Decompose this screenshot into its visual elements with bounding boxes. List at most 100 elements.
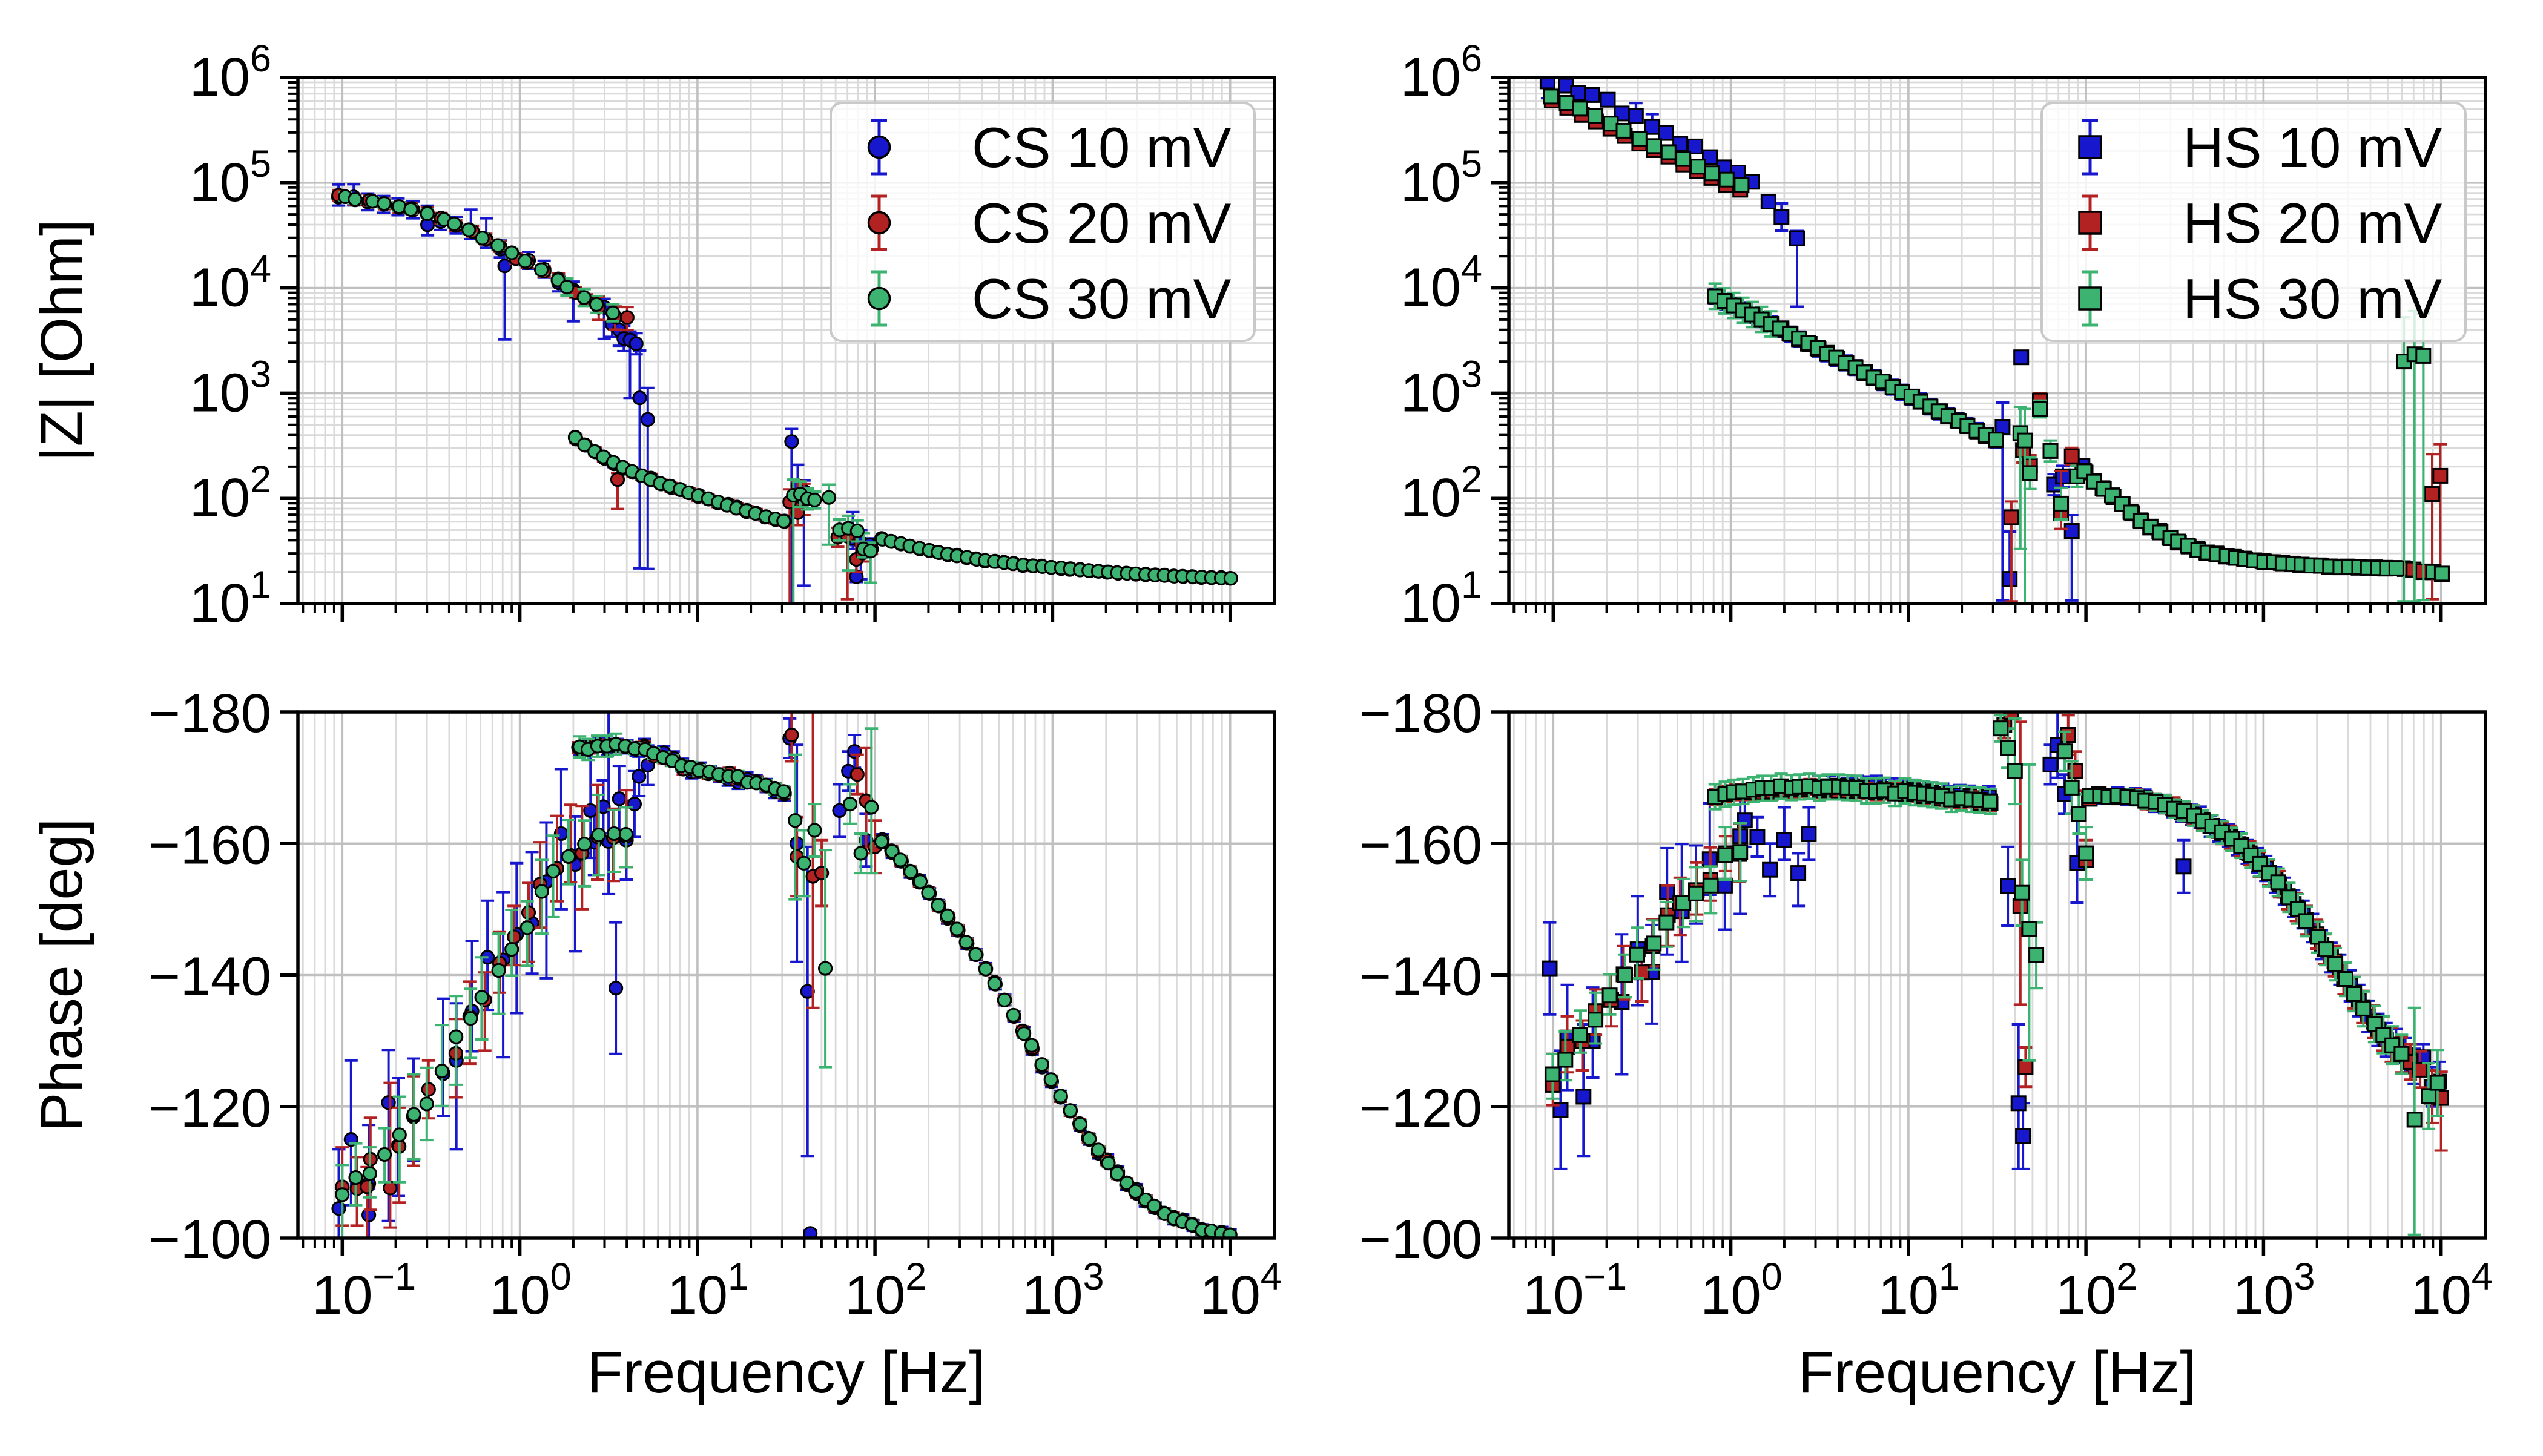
ytick-label-exponent: 2 bbox=[1461, 458, 1482, 501]
data-point bbox=[2175, 858, 2192, 875]
ytick-label-base: 10 bbox=[1400, 468, 1461, 529]
legend-entry: HS 10 mV bbox=[2078, 116, 2442, 179]
data-point bbox=[533, 262, 549, 277]
data-point bbox=[818, 961, 833, 976]
xaxis-label-cs-phase: Frequency [Hz] bbox=[587, 1339, 986, 1405]
data-point bbox=[903, 864, 919, 880]
data-point bbox=[796, 855, 811, 871]
data-point bbox=[406, 1107, 421, 1122]
data-point bbox=[1053, 1089, 1068, 1104]
data-point bbox=[832, 803, 847, 819]
data-point bbox=[1034, 1057, 1049, 1072]
data-point bbox=[2000, 878, 2016, 894]
data-point bbox=[463, 1011, 478, 1026]
data-point bbox=[2412, 1061, 2429, 1078]
data-point bbox=[421, 1082, 436, 1097]
data-point bbox=[2007, 763, 2023, 779]
data-point bbox=[521, 905, 536, 920]
ytick-label-base: 10 bbox=[1400, 153, 1461, 213]
data-point bbox=[2415, 348, 2432, 364]
data-point bbox=[1732, 844, 1749, 860]
ytick-label: 103 bbox=[190, 353, 271, 423]
data-point bbox=[2022, 465, 2038, 481]
data-point bbox=[2053, 495, 2069, 512]
data-point bbox=[2270, 874, 2286, 891]
data-point bbox=[1762, 861, 1778, 878]
data-point bbox=[2071, 806, 2087, 822]
legend-entry: CS 20 mV bbox=[867, 191, 1232, 255]
data-point bbox=[1733, 177, 1750, 193]
ytick-label: 104 bbox=[1400, 248, 1482, 318]
data-point bbox=[348, 1170, 363, 1185]
xtick-label-base: 10 bbox=[312, 1265, 372, 1326]
data-point bbox=[2032, 401, 2048, 417]
data-point bbox=[1704, 165, 1720, 182]
data-point bbox=[2063, 779, 2080, 796]
ytick-label: 106 bbox=[190, 38, 271, 108]
data-point bbox=[921, 885, 936, 900]
data-point bbox=[784, 727, 799, 743]
ytick-label-base: 10 bbox=[190, 363, 250, 423]
xtick-label-base: 10 bbox=[490, 1265, 550, 1326]
series-hs-phase-3 bbox=[1545, 714, 2446, 1236]
data-point bbox=[776, 784, 791, 799]
xtick-label: 10−1 bbox=[1523, 1256, 1627, 1326]
data-point bbox=[1982, 793, 1998, 809]
data-point bbox=[978, 961, 994, 977]
legend-label: HS 30 mV bbox=[2183, 267, 2442, 331]
data-point bbox=[2042, 443, 2059, 459]
data-point bbox=[1801, 826, 1817, 842]
data-point bbox=[507, 929, 522, 944]
data-point bbox=[912, 874, 928, 889]
xtick-label-exponent: 4 bbox=[1261, 1256, 1282, 1298]
data-point bbox=[940, 908, 955, 923]
legend-entry: HS 20 mV bbox=[2078, 191, 2442, 255]
data-point bbox=[490, 238, 506, 253]
data-point bbox=[1660, 144, 1677, 160]
xtick-label-exponent: 0 bbox=[550, 1256, 572, 1298]
data-point bbox=[1646, 138, 1662, 154]
data-point bbox=[1090, 1142, 1106, 1158]
xtick-label-base: 10 bbox=[1022, 1265, 1083, 1326]
data-point bbox=[1773, 209, 1790, 225]
data-point bbox=[1687, 138, 1703, 154]
data-point bbox=[776, 513, 791, 529]
data-point bbox=[377, 196, 392, 211]
data-point bbox=[1690, 159, 1706, 175]
xaxis-label-hs-phase: Frequency [Hz] bbox=[1798, 1339, 2197, 1405]
data-point bbox=[1603, 116, 1619, 132]
legend-box bbox=[830, 102, 1256, 342]
data-point bbox=[1572, 100, 1588, 117]
ytick-label: 101 bbox=[1400, 564, 1482, 634]
xtick-label: 102 bbox=[2056, 1256, 2137, 1326]
data-point bbox=[2015, 1128, 2031, 1144]
data-point bbox=[2012, 898, 2028, 914]
legend-label: CS 30 mV bbox=[972, 267, 1232, 331]
data-point bbox=[474, 990, 489, 1005]
data-point bbox=[2017, 1059, 2034, 1075]
data-point bbox=[576, 290, 592, 305]
ytick-label-exponent: 1 bbox=[250, 564, 271, 606]
data-point bbox=[1063, 1103, 1078, 1118]
xtick-label-exponent: 2 bbox=[2116, 1256, 2137, 1298]
data-point bbox=[1760, 194, 1776, 209]
data-point bbox=[577, 437, 592, 452]
data-point bbox=[449, 1029, 464, 1044]
xtick-label: 104 bbox=[2411, 1256, 2493, 1326]
data-point bbox=[1575, 1089, 1592, 1105]
legend-entry: CS 30 mV bbox=[867, 267, 1232, 331]
ytick-label-exponent: 6 bbox=[1461, 38, 1482, 80]
series-cs-impedance-3 bbox=[338, 189, 1239, 604]
data-point bbox=[2346, 986, 2363, 1002]
data-point bbox=[559, 280, 575, 295]
data-point bbox=[2393, 1046, 2410, 1062]
data-point bbox=[610, 472, 625, 487]
data-point bbox=[2421, 1088, 2437, 1104]
data-area-cs-phase bbox=[331, 712, 1238, 1238]
axes-spines bbox=[296, 76, 1276, 605]
data-point bbox=[1718, 171, 1735, 188]
data-point bbox=[1572, 1027, 1588, 1043]
data-point bbox=[997, 992, 1012, 1007]
data-point bbox=[1776, 832, 1792, 848]
